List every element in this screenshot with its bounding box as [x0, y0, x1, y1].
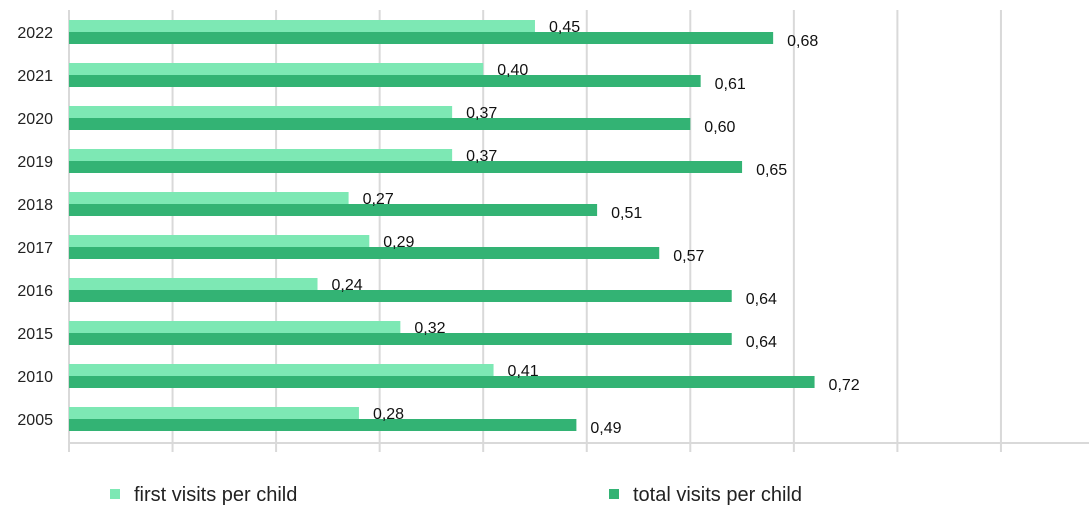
data-label-first-visits: 0,27 — [363, 191, 394, 208]
data-label-total-visits: 0,68 — [787, 33, 818, 50]
data-label-first-visits: 0,24 — [332, 277, 363, 294]
bar-total-visits — [69, 32, 774, 44]
bar-total-visits — [69, 376, 815, 388]
y-tick-label: 2015 — [17, 326, 53, 343]
bar-first-visits — [69, 407, 359, 419]
data-label-total-visits: 0,57 — [673, 248, 704, 265]
data-label-total-visits: 0,72 — [829, 377, 860, 394]
y-tick-label: 2016 — [17, 283, 53, 300]
data-label-first-visits: 0,32 — [414, 320, 445, 337]
data-label-total-visits: 0,65 — [756, 162, 787, 179]
data-label-first-visits: 0,41 — [508, 363, 539, 380]
y-tick-label: 2020 — [17, 111, 53, 128]
legend: first visits per child total visits per c… — [110, 484, 802, 506]
data-label-total-visits: 0,64 — [746, 334, 777, 351]
bar-total-visits — [69, 419, 577, 431]
bar-total-visits — [69, 204, 598, 216]
bar-first-visits — [69, 106, 453, 118]
bars-layer — [69, 20, 815, 431]
legend-label: total visits per child — [633, 484, 802, 506]
bar-first-visits — [69, 192, 349, 204]
bar-total-visits — [69, 75, 701, 87]
bar-first-visits — [69, 364, 494, 376]
data-label-first-visits: 0,37 — [466, 148, 497, 165]
data-label-first-visits: 0,28 — [373, 406, 404, 423]
y-tick-label: 2005 — [17, 412, 53, 429]
bar-first-visits — [69, 63, 484, 75]
bar-total-visits — [69, 161, 743, 173]
data-label-total-visits: 0,60 — [704, 119, 735, 136]
data-label-first-visits: 0,45 — [549, 19, 580, 36]
data-label-total-visits: 0,64 — [746, 291, 777, 308]
data-label-first-visits: 0,40 — [497, 62, 528, 79]
y-tick-label: 2017 — [17, 240, 53, 257]
bar-first-visits — [69, 321, 401, 333]
y-tick-label: 2021 — [17, 68, 53, 85]
data-label-total-visits: 0,61 — [715, 76, 746, 93]
y-tick-label: 2019 — [17, 154, 53, 171]
bar-first-visits — [69, 278, 318, 290]
data-label-first-visits: 0,29 — [383, 234, 414, 251]
data-label-total-visits: 0,49 — [590, 420, 621, 437]
legend-label: first visits per child — [134, 484, 297, 506]
bar-total-visits — [69, 290, 732, 302]
bar-first-visits — [69, 20, 535, 32]
data-label-first-visits: 0,37 — [466, 105, 497, 122]
legend-swatch — [110, 489, 120, 499]
legend-swatch — [609, 489, 619, 499]
labels-layer: 2022 0,45 0,68 2021 0,40 0,61 2020 0,37 0,60 2019… — [17, 19, 859, 437]
bar-first-visits — [69, 149, 453, 161]
y-tick-label: 2010 — [17, 369, 53, 386]
y-tick-label: 2022 — [17, 25, 53, 42]
bar-first-visits — [69, 235, 370, 247]
data-label-total-visits: 0,51 — [611, 205, 642, 222]
bar-total-visits — [69, 118, 691, 130]
bar-total-visits — [69, 247, 660, 259]
bar-total-visits — [69, 333, 732, 345]
y-tick-label: 2018 — [17, 197, 53, 214]
